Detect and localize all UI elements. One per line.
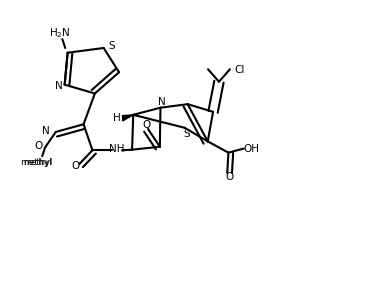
Text: O: O <box>71 161 79 171</box>
Text: H$_2$N: H$_2$N <box>48 26 70 40</box>
Text: S: S <box>108 41 115 51</box>
Polygon shape <box>123 115 133 121</box>
Text: NH: NH <box>109 144 124 154</box>
Text: O: O <box>34 141 43 151</box>
Text: methyl: methyl <box>20 158 52 167</box>
Text: N: N <box>158 97 166 107</box>
Text: N: N <box>55 81 63 91</box>
Text: N: N <box>41 126 49 136</box>
Text: S: S <box>183 129 190 139</box>
Text: H: H <box>113 113 121 123</box>
Text: O: O <box>225 172 233 182</box>
Text: methyl: methyl <box>23 158 53 167</box>
Text: O: O <box>142 120 150 130</box>
Text: Cl: Cl <box>235 65 245 75</box>
Text: OH: OH <box>243 143 259 154</box>
